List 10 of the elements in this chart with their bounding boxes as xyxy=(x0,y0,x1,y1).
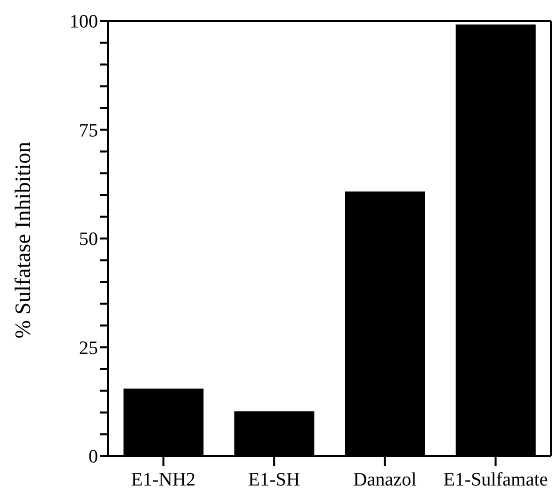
y-tick-label: 100 xyxy=(70,12,98,33)
x-tick-label: Danazol xyxy=(353,469,417,490)
y-axis-title: % Sulfatase Inhibition xyxy=(10,142,35,338)
x-tick-label: E1-SH xyxy=(248,469,300,490)
x-tick-label: E1-Sulfamate xyxy=(443,469,548,490)
y-tick-label: 75 xyxy=(79,120,98,142)
x-tick-label: E1-NH2 xyxy=(131,469,196,490)
y-tick-label: 25 xyxy=(79,338,98,359)
y-tick-label: 0 xyxy=(88,446,98,468)
y-tick-label: 50 xyxy=(79,229,98,250)
